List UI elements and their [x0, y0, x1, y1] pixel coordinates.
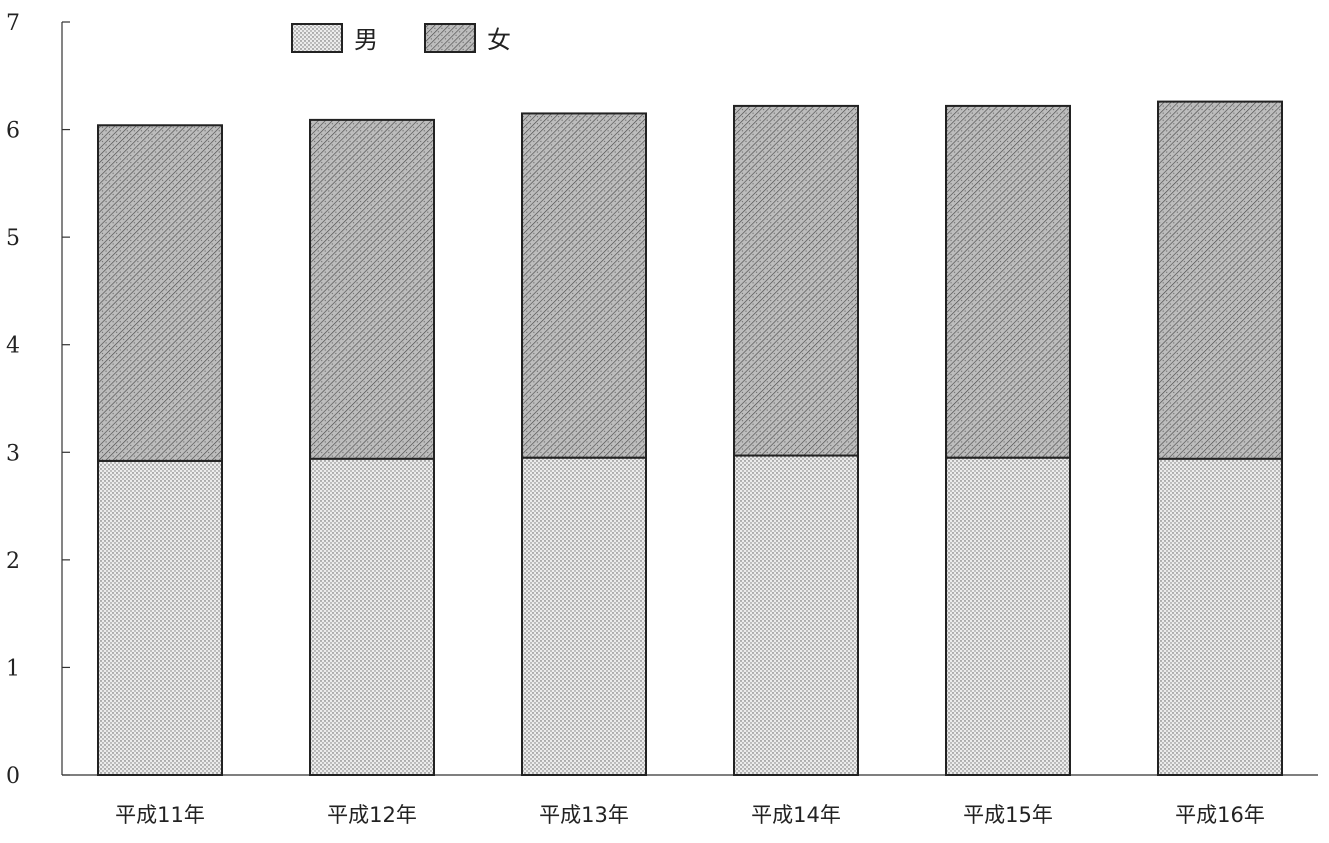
y-tick-label: 1: [6, 656, 20, 681]
legend-label-female: 女: [487, 26, 511, 54]
bar-segment-male: [97, 459, 223, 776]
bar-segment-female: [97, 124, 223, 462]
bar-segment-male: [521, 456, 647, 776]
bar-segment-male: [1157, 457, 1283, 776]
bar-segment-female: [733, 104, 859, 457]
y-tick-label: 0: [6, 764, 20, 789]
x-category-label: 平成12年: [327, 803, 417, 827]
y-tick-label: 5: [6, 226, 20, 251]
y-tick-label: 3: [6, 441, 20, 466]
bar-stack: [309, 118, 435, 776]
legend-label-male: 男: [354, 26, 378, 54]
x-category-label: 平成11年: [115, 803, 205, 827]
bar-segment-female: [1157, 100, 1283, 460]
bars: [97, 100, 1283, 776]
axes: [61, 22, 1318, 776]
bar-stack: [945, 104, 1071, 776]
x-category-label: 平成14年: [751, 803, 841, 827]
x-category-label: 平成13年: [539, 803, 629, 827]
bar-segment-male: [945, 456, 1071, 776]
legend-swatch-female: [424, 23, 476, 53]
bar-stack: [521, 112, 647, 776]
y-axis-ticks: 0 1 2 3 4 5 6 7: [6, 11, 70, 789]
x-category-label: 平成15年: [963, 803, 1053, 827]
bar-segment-male: [309, 457, 435, 776]
x-category-label: 平成16年: [1175, 803, 1265, 827]
y-tick-label: 4: [6, 334, 20, 359]
y-tick-label: 6: [6, 119, 20, 144]
legend: 男女: [291, 23, 511, 54]
y-tick-label: 7: [6, 11, 20, 36]
x-axis-labels: 平成11年 平成12年 平成13年 平成14年 平成15年 平成16年: [115, 803, 1265, 827]
bar-segment-female: [309, 118, 435, 460]
bar-stack: [1157, 100, 1283, 776]
bar-segment-male: [733, 454, 859, 776]
bar-stack: [97, 124, 223, 776]
y-tick-label: 2: [6, 549, 20, 574]
bar-segment-female: [945, 104, 1071, 459]
legend-swatch-male: [291, 23, 343, 53]
bar-segment-female: [521, 112, 647, 459]
bar-stack: [733, 104, 859, 776]
